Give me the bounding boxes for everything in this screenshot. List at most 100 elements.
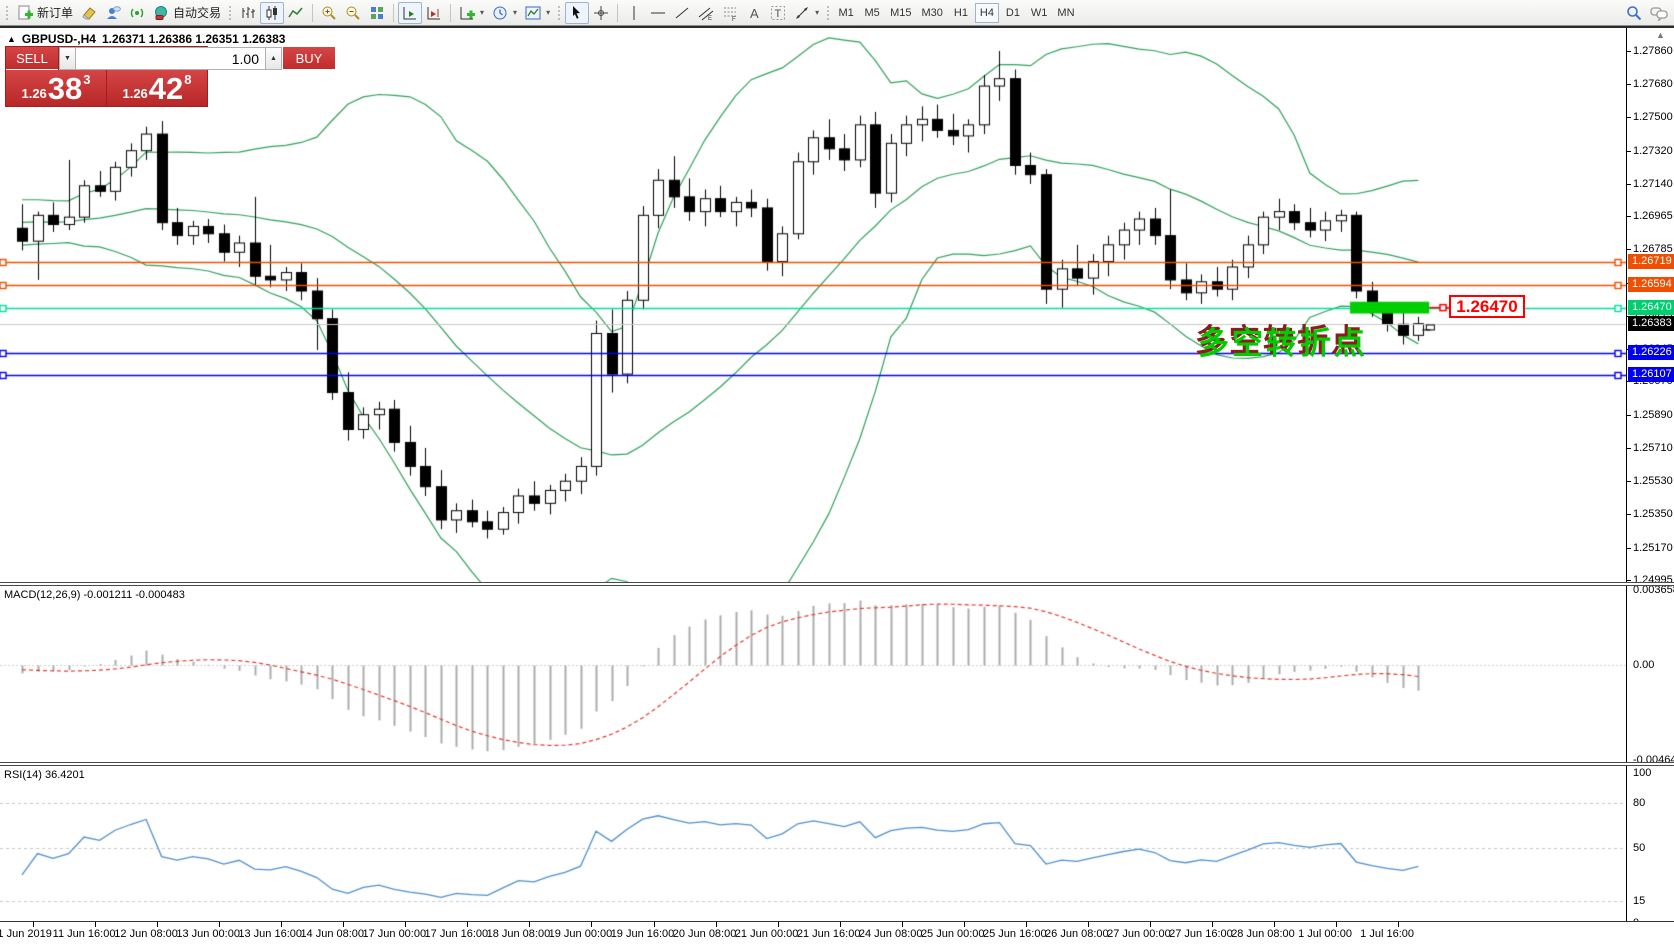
buy-button[interactable]: BUY [283, 47, 335, 70]
time-tick-label: 13 Jun 00:00 [176, 928, 240, 940]
candlestick-chart-icon [264, 5, 280, 21]
bar-chart-icon [240, 5, 256, 21]
price-tick-label: 1.27860 [1633, 45, 1673, 57]
autotrading-label: 自动交易 [173, 6, 222, 20]
collapse-panel-icon[interactable]: ▲ [7, 34, 16, 44]
new-order-button[interactable]: 新订单 [13, 2, 77, 24]
buy-price-big: 42 [148, 71, 184, 106]
timeframe-M30[interactable]: M30 [921, 6, 943, 19]
timeframe-W1[interactable]: W1 [1030, 6, 1048, 19]
time-tick-mark [839, 922, 841, 927]
time-tick-label: 11 Jun 2019 [0, 928, 52, 940]
time-tick-label: 26 Jun 08:00 [1045, 928, 1109, 940]
time-tick-mark [591, 922, 593, 927]
sell-button[interactable]: SELL [6, 47, 58, 70]
timeframe-M15[interactable]: M15 [890, 6, 912, 19]
timeframe-M5[interactable]: M5 [864, 6, 880, 19]
line-chart-button[interactable] [284, 2, 308, 24]
chart-frame-top [0, 26, 1674, 28]
timeframe-D1[interactable]: D1 [1005, 6, 1020, 19]
auto-scroll-icon [402, 5, 418, 21]
autotrading-button[interactable]: 自动交易 [149, 2, 225, 24]
sell-price-big: 38 [47, 71, 83, 106]
text-tool-button[interactable]: A [742, 2, 766, 24]
cursor-tool-button[interactable] [565, 1, 590, 24]
sell-price[interactable]: 1.26 38 3 [6, 70, 106, 106]
price-callout-box[interactable]: 1.26470 [1449, 295, 1525, 318]
price-tick-mark [1626, 547, 1631, 549]
period-clock-button[interactable]: ▾ [488, 2, 521, 24]
fibonacci-tool-button[interactable]: F [718, 2, 742, 24]
rsi-pane-canvas[interactable] [0, 766, 1626, 921]
toolbar-grip [5, 4, 10, 21]
volume-increase-button[interactable]: ▲ [265, 47, 282, 70]
zoom-in-icon [321, 5, 337, 21]
price-tick-mark [1626, 514, 1631, 516]
price-tick-label: 1.25710 [1633, 441, 1673, 454]
main-toolbar: 新订单 自动交易 ▾ ▾ [0, 0, 1674, 26]
horizontal-line-tool-button[interactable] [646, 2, 670, 24]
price-tick-label: 1.27500 [1633, 111, 1673, 124]
crosshair-icon [593, 5, 609, 21]
volume-decrease-button[interactable]: ▼ [59, 47, 76, 70]
price-level-badge: 1.26470 [1628, 299, 1674, 315]
price-tick-label: 1.27320 [1633, 144, 1673, 157]
zoom-in-button[interactable] [317, 2, 341, 24]
toolbar-separator [393, 3, 395, 22]
auto-scroll-button[interactable] [398, 1, 423, 24]
crosshair-tool-button[interactable] [589, 2, 613, 24]
tile-windows-button[interactable] [365, 2, 389, 24]
vertical-line-tool-button[interactable] [622, 2, 646, 24]
time-tick-label: 17 Jun 00:00 [362, 928, 427, 940]
signal-button[interactable] [125, 2, 149, 24]
price-chart-canvas[interactable] [0, 27, 1626, 583]
trendline-tool-button[interactable] [670, 2, 694, 24]
price-axis-border [1626, 27, 1627, 929]
search-button[interactable] [1622, 2, 1646, 24]
dropdown-arrow-icon: ▾ [815, 8, 820, 17]
pane-separator[interactable] [0, 582, 1674, 586]
fibonacci-icon: F [722, 5, 738, 21]
timeframe-MN[interactable]: MN [1057, 6, 1075, 19]
time-tick-label: 21 Jun 16:00 [796, 928, 861, 940]
chart-shift-button[interactable] [422, 2, 446, 24]
zoom-out-button[interactable] [341, 2, 365, 24]
buy-price[interactable]: 1.26 42 8 [107, 70, 207, 106]
price-tick-mark [1626, 579, 1631, 581]
eraser-button[interactable] [77, 2, 101, 24]
arrows-tool-button[interactable]: ▾ [790, 2, 823, 24]
equidistant-channel-icon: E [698, 5, 714, 21]
price-tick-mark [1626, 447, 1631, 449]
channel-tool-button[interactable]: E [694, 2, 718, 24]
time-tick-label: 1 Jul 00:00 [1298, 928, 1352, 940]
time-tick-mark [1274, 922, 1275, 927]
time-tick-label: 13 Jun 16:00 [238, 928, 302, 940]
profiles-button[interactable] [101, 2, 125, 24]
time-tick-mark [1336, 922, 1338, 927]
toolbar-grip [228, 4, 234, 21]
add-indicator-button[interactable]: ▾ [455, 2, 488, 24]
timeframe-H1[interactable]: H1 [953, 6, 968, 19]
sell-price-prefix: 1.26 [21, 86, 47, 101]
candlestick-chart-button[interactable] [260, 1, 285, 24]
new-order-label: 新订单 [37, 6, 74, 20]
time-tick-label: 11 Jun 16:00 [52, 928, 116, 940]
templates-button[interactable]: ▾ [521, 2, 554, 24]
timeframe-M1[interactable]: M1 [838, 6, 854, 19]
svg-text:A: A [750, 6, 759, 21]
pane-separator[interactable] [0, 762, 1674, 766]
toolbar-separator [450, 3, 452, 22]
chat-button[interactable] [1646, 2, 1672, 24]
price-tick-label: 1.27680 [1633, 78, 1673, 91]
buy-price-pipette: 8 [184, 72, 192, 87]
bar-chart-button[interactable] [236, 2, 260, 24]
price-tick-mark [1626, 183, 1631, 185]
search-icon [1626, 5, 1642, 21]
vertical-line-icon [626, 5, 642, 21]
sell-price-pipette: 3 [83, 72, 91, 87]
text-label-tool-button[interactable]: T [766, 2, 790, 24]
macd-pane-canvas[interactable] [0, 586, 1626, 762]
volume-input[interactable] [76, 47, 265, 70]
timeframe-H4[interactable]: H4 [974, 2, 999, 23]
